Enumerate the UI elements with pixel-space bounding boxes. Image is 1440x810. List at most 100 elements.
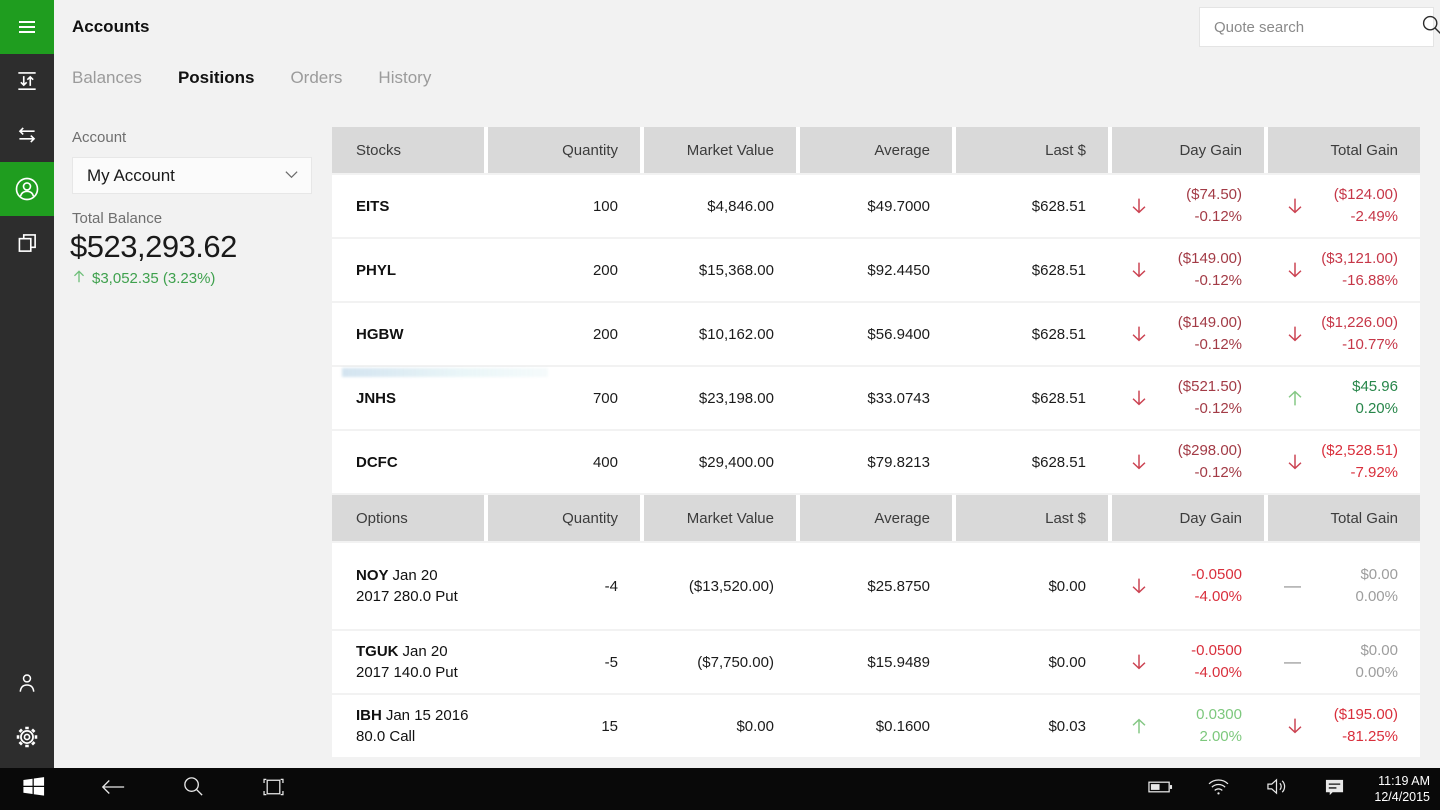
quote-search-box bbox=[1199, 7, 1440, 47]
column-header-last: Last $ bbox=[956, 127, 1108, 173]
stock-market-value: $10,162.00 bbox=[698, 325, 774, 343]
option-row-ibh[interactable]: IBH Jan 15 2016 80.0 Call 15 $0.00 $0.160… bbox=[332, 695, 1420, 757]
taskbar-search-button[interactable] bbox=[169, 768, 217, 810]
stock-day-gain: ($149.00) -0.12% bbox=[1112, 248, 1264, 292]
taskbar: 11:19 AM 12/4/2015 bbox=[0, 768, 1440, 810]
account-label: Account bbox=[72, 129, 127, 146]
tab-history[interactable]: History bbox=[378, 68, 432, 87]
stock-quantity: 200 bbox=[592, 261, 618, 279]
back-button[interactable] bbox=[89, 768, 137, 810]
speaker-icon bbox=[1265, 777, 1288, 801]
account-dropdown[interactable]: My Account bbox=[72, 157, 312, 194]
sidebar-spacer bbox=[0, 270, 54, 656]
column-header-day-gain: Day Gain bbox=[1112, 495, 1264, 541]
option-average: $0.1600 bbox=[875, 717, 930, 735]
option-details: Jan 20 2017 280.0 Put bbox=[356, 567, 458, 605]
column-header-stocks: Stocks bbox=[332, 127, 484, 173]
sidebar-item-profile[interactable] bbox=[0, 656, 54, 710]
option-row-noy[interactable]: NOY Jan 20 2017 280.0 Put -4 ($13,520.00)… bbox=[332, 543, 1420, 629]
option-total-gain: — $0.00 0.00% bbox=[1284, 642, 1398, 681]
volume-button[interactable] bbox=[1252, 768, 1300, 810]
search-submit-button[interactable] bbox=[1421, 8, 1440, 46]
stock-row-jnhs[interactable]: JNHS 700 $23,198.00 $33.0743 $628.51 ($5… bbox=[332, 367, 1420, 429]
stock-row-phyl[interactable]: PHYL 200 $15,368.00 $92.4450 $628.51 ($1… bbox=[332, 239, 1420, 301]
copy-pages-icon bbox=[14, 230, 40, 256]
quote-search-input[interactable] bbox=[1200, 18, 1421, 36]
option-quantity: 15 bbox=[601, 717, 618, 735]
column-header-last: Last $ bbox=[956, 495, 1108, 541]
nav-sidebar bbox=[0, 0, 54, 768]
down-arrow-icon bbox=[1284, 451, 1306, 473]
option-average: $25.8750 bbox=[867, 577, 930, 595]
wifi-icon bbox=[1207, 777, 1230, 801]
option-details: Jan 15 2016 80.0 Call bbox=[356, 707, 469, 745]
option-quantity: -4 bbox=[604, 577, 618, 595]
stock-symbol: DCFC bbox=[356, 453, 398, 471]
down-arrow-icon bbox=[1128, 651, 1150, 673]
stock-average: $33.0743 bbox=[867, 389, 930, 407]
option-details: Jan 20 2017 140.0 Put bbox=[356, 643, 458, 681]
no-change-dash: — bbox=[1284, 652, 1301, 671]
clock-date: 12/4/2015 bbox=[1374, 790, 1430, 804]
stock-total-gain: ($1,226.00) -10.77% bbox=[1268, 312, 1420, 356]
sidebar-item-accounts[interactable] bbox=[0, 162, 54, 216]
stocks-header-row: Stocks Quantity Market Value Average Las… bbox=[332, 127, 1420, 173]
up-arrow-icon bbox=[72, 269, 86, 288]
positions-table: Stocks Quantity Market Value Average Las… bbox=[332, 127, 1420, 759]
down-arrow-icon bbox=[1284, 259, 1306, 281]
tab-positions[interactable]: Positions bbox=[177, 68, 255, 87]
option-average: $15.9489 bbox=[867, 653, 930, 671]
option-quantity: -5 bbox=[604, 653, 618, 671]
battery-icon bbox=[1148, 780, 1173, 799]
start-button[interactable] bbox=[9, 768, 57, 810]
windows-start-icon bbox=[21, 774, 46, 804]
stock-day-gain: ($74.50) -0.12% bbox=[1112, 184, 1264, 228]
hamburger-icon bbox=[15, 15, 39, 39]
stock-total-gain: $45.96 0.20% bbox=[1268, 376, 1420, 420]
option-last: $0.00 bbox=[1048, 653, 1086, 671]
sidebar-item-settings[interactable] bbox=[0, 710, 54, 764]
up-arrow-icon bbox=[1284, 387, 1306, 409]
hamburger-menu-button[interactable] bbox=[0, 0, 54, 54]
stock-average: $49.7000 bbox=[867, 197, 930, 215]
clock-time: 11:19 AM bbox=[1378, 774, 1430, 788]
down-arrow-icon bbox=[1128, 259, 1150, 281]
column-header-average: Average bbox=[800, 495, 952, 541]
task-view-button[interactable] bbox=[249, 768, 297, 810]
stock-row-eits[interactable]: EITS 100 $4,846.00 $49.7000 $628.51 ($74… bbox=[332, 175, 1420, 237]
down-arrow-icon bbox=[1128, 387, 1150, 409]
option-market-value: ($13,520.00) bbox=[688, 577, 774, 595]
total-balance-value: $523,293.62 bbox=[70, 229, 237, 264]
option-total-gain: — $0.00 0.00% bbox=[1284, 566, 1398, 605]
wifi-button[interactable] bbox=[1194, 768, 1242, 810]
column-header-market-value: Market Value bbox=[644, 127, 796, 173]
option-last: $0.00 bbox=[1048, 577, 1086, 595]
tab-balances[interactable]: Balances bbox=[72, 68, 142, 87]
stock-last: $628.51 bbox=[1031, 197, 1086, 215]
stock-quantity: 100 bbox=[592, 197, 618, 215]
down-arrow-icon bbox=[1284, 715, 1306, 737]
stock-market-value: $23,198.00 bbox=[698, 389, 774, 407]
sidebar-item-transfers[interactable] bbox=[0, 108, 54, 162]
stock-market-value: $4,846.00 bbox=[707, 197, 774, 215]
page-title: Accounts bbox=[72, 17, 150, 36]
battery-button[interactable] bbox=[1136, 768, 1184, 810]
stock-quantity: 200 bbox=[592, 325, 618, 343]
option-market-value: ($7,750.00) bbox=[697, 653, 774, 671]
sidebar-item-deposits[interactable] bbox=[0, 54, 54, 108]
option-market-value: $0.00 bbox=[736, 717, 774, 735]
task-view-icon bbox=[260, 776, 287, 803]
stock-row-hgbw[interactable]: HGBW 200 $10,162.00 $56.9400 $628.51 ($1… bbox=[332, 303, 1420, 365]
sidebar-item-documents[interactable] bbox=[0, 216, 54, 270]
stock-row-dcfc[interactable]: DCFC 400 $29,400.00 $79.8213 $628.51 ($2… bbox=[332, 431, 1420, 493]
column-header-total-gain: Total Gain bbox=[1268, 127, 1420, 173]
total-balance-label: Total Balance bbox=[72, 210, 163, 227]
tab-orders[interactable]: Orders bbox=[290, 68, 343, 87]
action-center-button[interactable] bbox=[1310, 768, 1358, 810]
option-symbol: NOY bbox=[356, 567, 389, 584]
option-row-tguk[interactable]: TGUK Jan 20 2017 140.0 Put -5 ($7,750.00)… bbox=[332, 631, 1420, 693]
stock-average: $92.4450 bbox=[867, 261, 930, 279]
stock-day-gain: ($298.00) -0.12% bbox=[1112, 440, 1264, 484]
stock-last: $628.51 bbox=[1031, 453, 1086, 471]
taskbar-clock[interactable]: 11:19 AM 12/4/2015 bbox=[1368, 773, 1430, 805]
